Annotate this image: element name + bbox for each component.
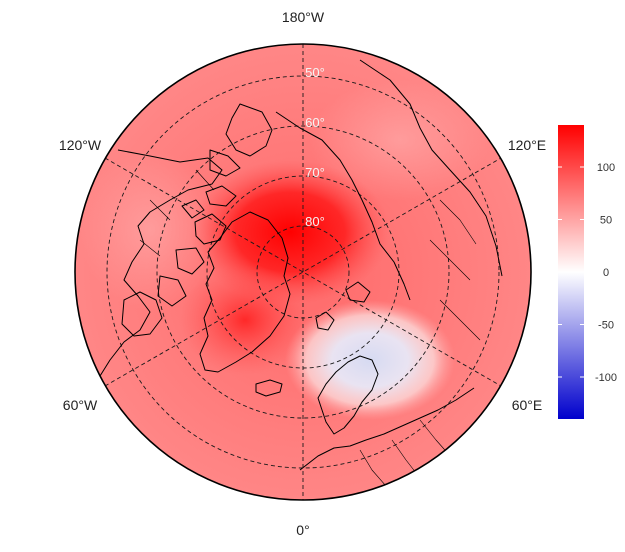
- longitude-label-120e: 120°E: [508, 137, 546, 153]
- longitude-label-0: 0°: [296, 522, 309, 538]
- colorbar-tick-label: -100: [595, 372, 617, 384]
- coastline-iceland: [255, 379, 283, 397]
- latitude-labels: 50° 60° 70° 80°: [305, 65, 325, 229]
- coastline-scandinavia: [317, 355, 379, 435]
- coastline-alaska: [209, 103, 273, 177]
- coastline-siberia: [275, 111, 411, 301]
- coastline-svalbard: [315, 281, 371, 331]
- coastline-russia-east: [359, 59, 503, 277]
- meridian-60: [104, 157, 502, 387]
- longitude-label-60e: 60°E: [512, 397, 543, 413]
- colorbar-tick-label: -50: [598, 320, 614, 332]
- coastline-greenland: [199, 211, 291, 373]
- latitude-label-70: 70°: [305, 165, 325, 180]
- colorbar-ticks: 100 50 0 -50 -100: [558, 162, 617, 384]
- coastline-europe: [299, 387, 475, 471]
- data-field: [75, 44, 531, 500]
- coastline-north-america: [99, 149, 223, 377]
- field-minimum-region: [285, 300, 455, 420]
- globe-outline: [74, 43, 532, 501]
- coastlines: [99, 59, 503, 487]
- political-borders: [139, 169, 481, 487]
- latitude-label-60: 60°: [305, 115, 325, 130]
- colorbar: 100 50 0 -50 -100: [558, 125, 617, 419]
- latitude-circle-60: [156, 125, 450, 419]
- graticule: [104, 44, 502, 500]
- longitude-label-120w: 120°W: [59, 137, 102, 153]
- latitude-label-80: 80°: [305, 214, 325, 229]
- field-lighter-patch: [310, 80, 490, 200]
- colorbar-tick-label: 50: [600, 215, 612, 227]
- field-lighter-patch: [80, 150, 220, 310]
- latitude-label-50: 50°: [305, 65, 325, 80]
- longitude-label-60w: 60°W: [63, 397, 98, 413]
- coastline-hudson-bay: [121, 291, 163, 337]
- field-secondary-maximum: [180, 265, 310, 375]
- colorbar-tick-label: 100: [597, 162, 615, 174]
- longitude-labels: 180°W 120°W 120°E 60°W 60°E 0°: [59, 9, 546, 538]
- meridian-120: [104, 157, 502, 387]
- latitude-circle-50: [106, 75, 500, 469]
- colorbar-tick-label: 0: [603, 267, 609, 279]
- colorbar-gradient: [558, 125, 584, 419]
- coastline-arctic-islands: [157, 185, 237, 307]
- longitude-label-180w: 180°W: [282, 9, 325, 25]
